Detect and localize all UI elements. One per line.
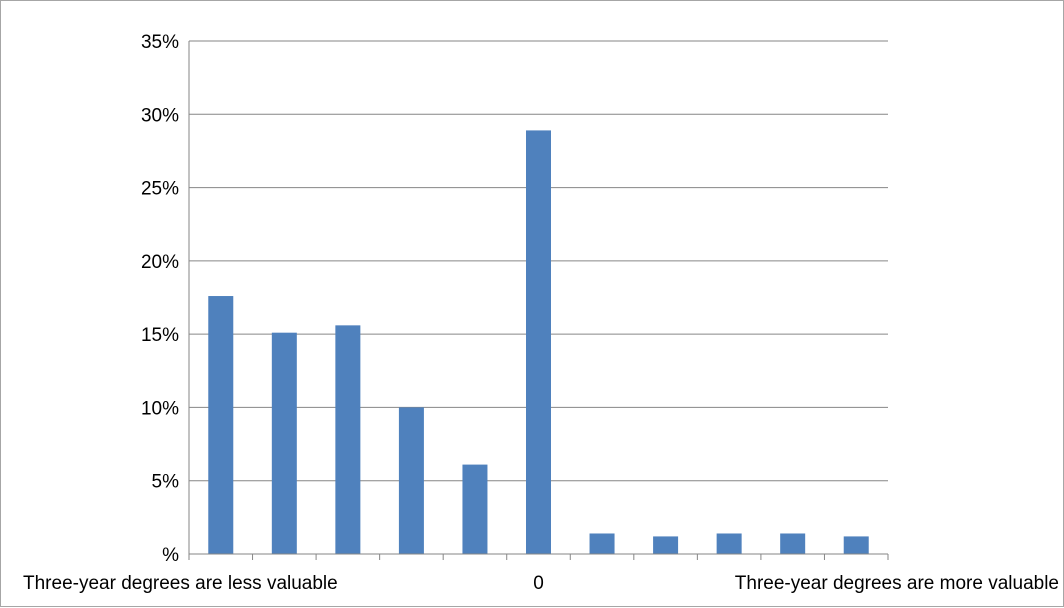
bar	[335, 325, 361, 554]
y-tick-label: 30%	[141, 105, 179, 126]
y-tick-label: 15%	[141, 325, 179, 346]
y-tick-label: %	[162, 545, 179, 566]
bar	[208, 296, 234, 554]
bar	[780, 533, 806, 554]
bar	[398, 407, 424, 554]
y-tick-label: 35%	[141, 32, 179, 53]
x-axis-labels: Three-year degrees are less valuable 0 Thr…	[23, 573, 1059, 594]
y-tick-label: 20%	[141, 252, 179, 273]
y-axis-ticks: % 5% 10% 15% 20% 25% 30% 35%	[141, 32, 179, 566]
bar	[271, 332, 297, 554]
bars	[208, 130, 869, 554]
bar	[462, 464, 488, 554]
x-tick-label: Three-year degrees are less valuable	[23, 573, 338, 594]
y-tick-label: 25%	[141, 179, 179, 200]
y-tick-label: 5%	[152, 472, 180, 493]
x-tick-label: Three-year degrees are more valuable	[735, 573, 1059, 594]
x-axis-ticks	[188, 554, 889, 560]
bar	[526, 130, 551, 554]
x-tick-label: 0	[533, 573, 544, 594]
y-tick-label: 10%	[141, 398, 179, 419]
bar	[716, 533, 742, 554]
bar	[589, 533, 615, 554]
bar	[653, 536, 679, 554]
bar	[843, 536, 869, 554]
